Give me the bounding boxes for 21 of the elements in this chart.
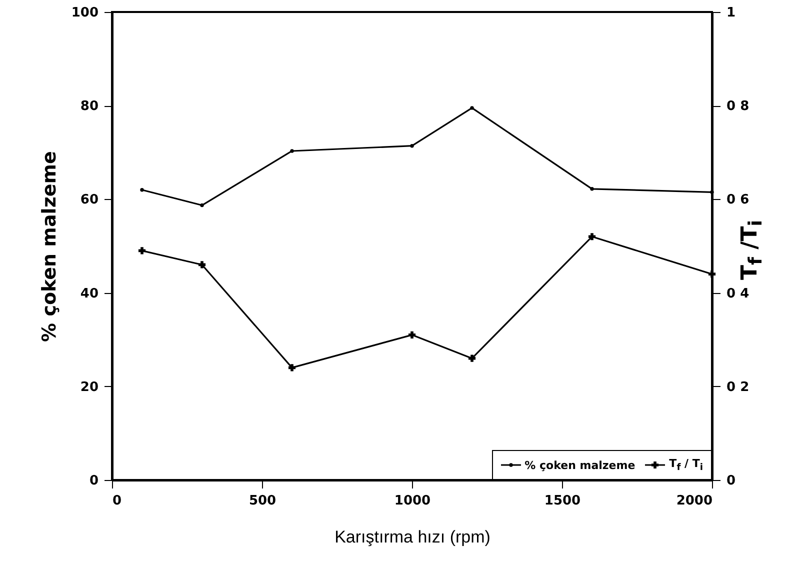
x-tick-label: 1000 [394,494,431,508]
y2-tick-label: 0 [726,474,736,488]
y-axis-title: % çoken malzeme [38,151,60,342]
y-tick-label: 0 [89,474,98,488]
y2-tick-label: 0 8 [726,99,750,114]
y2-tick-label: 0 2 [726,380,750,395]
y2-tick-label: 0 4 [726,286,750,302]
y-tick-label: 100 [71,6,98,20]
x-tick-label: 2000 [676,494,712,508]
y-tick-label: 60 [80,192,98,208]
legend-label: T$_{f}$ / T$_{i}$ [669,456,703,474]
x-tick-label: 1500 [544,494,581,508]
x-tick-label: 0 [112,494,122,508]
x-tick-label: 500 [248,494,276,508]
legend-label: % çoken malzeme [524,458,636,472]
y-tick-label: 80 [80,99,98,114]
y-tick-label: 20 [80,380,98,395]
x-axis-title: Karıştırma hızı (rpm) [334,528,490,546]
y2-tick-label: 1 [726,6,736,20]
y2-tick-label: 0 6 [726,192,750,208]
y-tick-label: 40 [80,286,98,302]
